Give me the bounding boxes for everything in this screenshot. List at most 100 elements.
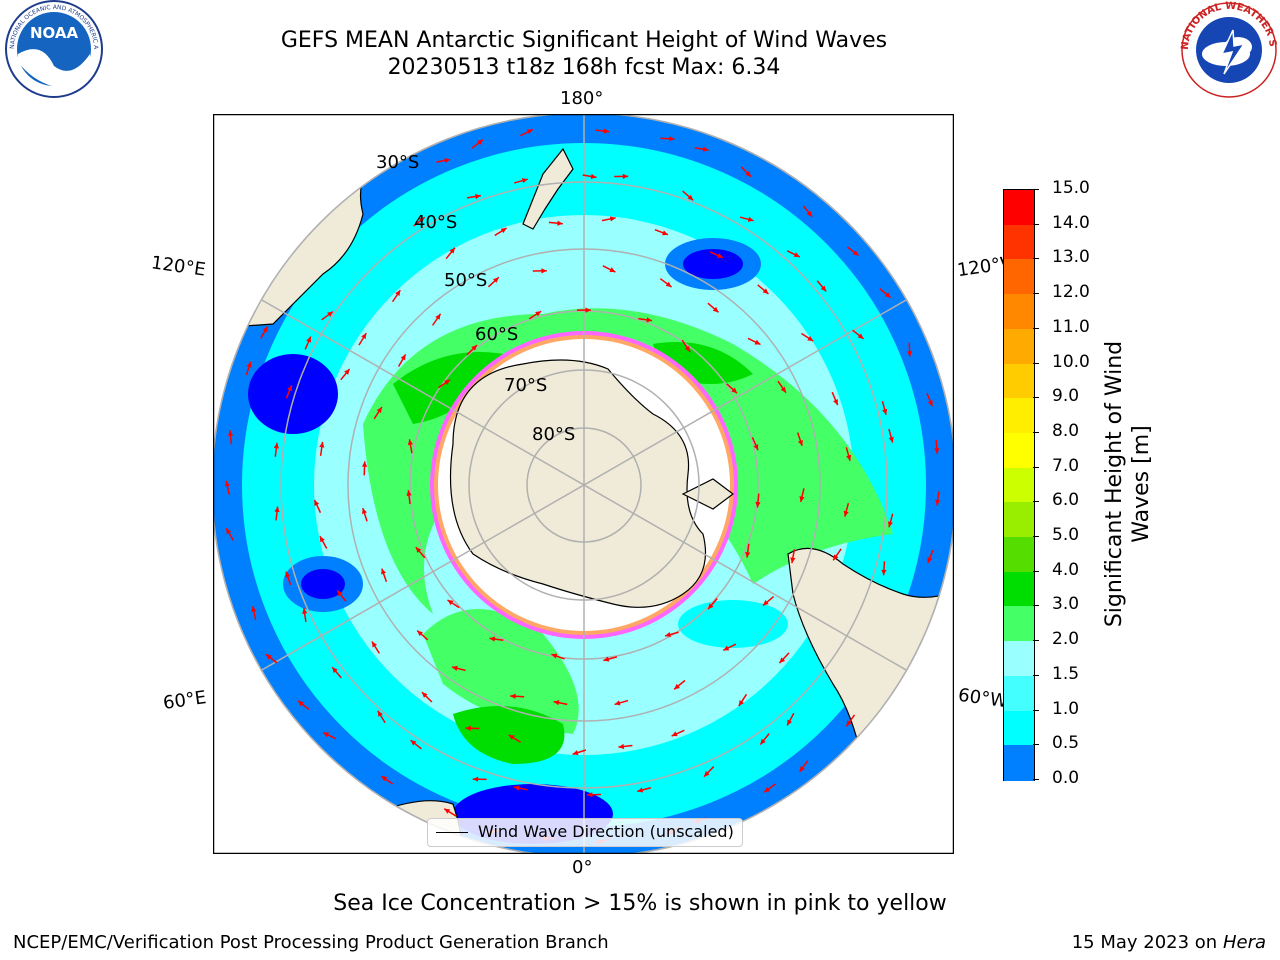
colorbar-tick-mark bbox=[1033, 605, 1039, 607]
wave-direction-arrowhead bbox=[745, 551, 751, 558]
colorbar-tick-label: 5.0 bbox=[1052, 525, 1080, 546]
wave-direction-arrowhead bbox=[935, 499, 941, 506]
wave-direction-arrowhead bbox=[477, 139, 484, 146]
colorbar-tick-label: 14.0 bbox=[1052, 212, 1090, 233]
wave-direction-arrowhead bbox=[843, 510, 849, 517]
wave-direction-arrowhead bbox=[927, 557, 933, 564]
wave-direction-arrowhead bbox=[927, 400, 933, 407]
colorbar-segment bbox=[1004, 190, 1034, 226]
wave-direction-arrowhead bbox=[881, 569, 887, 576]
colorbar-segment bbox=[1004, 432, 1034, 469]
antarctic-peninsula bbox=[681, 478, 734, 510]
wave-direction-arrowhead bbox=[799, 496, 805, 502]
wave-direction-arrowhead bbox=[314, 499, 320, 506]
noaa-logo: NOAA NATIONAL OCEANIC AND ATMOSPHERIC AD… bbox=[2, 0, 103, 98]
wave-direction-arrowhead bbox=[702, 146, 709, 152]
wave-direction-arrowhead bbox=[407, 439, 413, 446]
colorbar-tick-label: 12.0 bbox=[1052, 282, 1090, 303]
colorbar-segment bbox=[1004, 363, 1034, 399]
wave-direction-arrowhead bbox=[475, 193, 481, 200]
colorbar-tick-label: 3.0 bbox=[1052, 594, 1080, 615]
wave-direction-arrowhead bbox=[417, 630, 423, 637]
colorbar-tick-mark bbox=[1033, 709, 1039, 711]
wave-direction-arrowhead bbox=[535, 311, 542, 317]
wave-direction-arrowhead bbox=[500, 228, 507, 234]
wave-direction-arrowhead bbox=[687, 194, 694, 201]
wave-direction-arrowhead bbox=[793, 252, 800, 257]
footer-host: Hera bbox=[1222, 932, 1266, 953]
colorbar-segment bbox=[1004, 224, 1034, 260]
colorbar-segment bbox=[1004, 675, 1034, 712]
wave-direction-arrowhead bbox=[684, 345, 690, 352]
wave-direction-arrowhead bbox=[906, 351, 913, 357]
wave-direction-arrowhead bbox=[444, 379, 451, 385]
wave-direction-arrowhead bbox=[723, 645, 730, 651]
colorbar-tick-mark bbox=[1033, 466, 1039, 468]
legend-label: Wind Wave Direction (unscaled) bbox=[478, 822, 734, 841]
wave-direction-arrowhead bbox=[449, 247, 455, 254]
wave-direction-arrowhead bbox=[553, 700, 560, 706]
wave-direction-arrowhead bbox=[285, 571, 291, 578]
colorbar-label: Significant Height of Wind Waves [m] bbox=[1102, 340, 1154, 628]
colorbar-tick-label: 1.0 bbox=[1052, 698, 1080, 719]
sea-ice-note: Sea Ice Concentration > 15% is shown in … bbox=[333, 891, 947, 916]
colorbar-tick-mark bbox=[1033, 258, 1039, 260]
wave-direction-arrowhead bbox=[609, 267, 616, 273]
wave-direction-arrowhead bbox=[807, 335, 814, 342]
colorbar-tick-label: 9.0 bbox=[1052, 386, 1080, 407]
wave-direction-arrowhead bbox=[586, 792, 593, 798]
wave-direction-arrowhead bbox=[846, 454, 852, 461]
wave-direction-arrowhead bbox=[224, 480, 230, 487]
footer-date: 15 May 2023 on Hera bbox=[1072, 932, 1266, 953]
wave-direction-arrowhead bbox=[465, 725, 471, 731]
wave-direction-arrowhead bbox=[609, 216, 616, 222]
wave-direction-arrowhead bbox=[882, 408, 888, 415]
wave-direction-arrowhead bbox=[747, 216, 754, 222]
footer-date-text: 15 May 2023 on bbox=[1071, 932, 1218, 953]
wave-direction-arrowhead bbox=[716, 253, 723, 258]
wave-direction-arrowhead bbox=[833, 554, 839, 561]
wave-direction-arrowhead bbox=[637, 787, 644, 793]
polar-map bbox=[213, 114, 954, 854]
wave-direction-arrowhead bbox=[779, 657, 786, 664]
colorbar bbox=[1003, 189, 1035, 781]
wave-direction-arrowhead bbox=[665, 632, 671, 638]
wave-direction-arrowhead bbox=[852, 250, 859, 256]
wave-direction-arrowhead bbox=[521, 178, 528, 184]
wave-direction-arrowhead bbox=[934, 448, 940, 454]
wind-wave-arrows bbox=[224, 128, 941, 844]
map-legend: Wind Wave Direction (unscaled) bbox=[427, 818, 743, 847]
wave-direction-arrowhead bbox=[361, 508, 367, 515]
wave-direction-arrowhead bbox=[674, 683, 680, 690]
wave-direction-arrowhead bbox=[585, 307, 591, 313]
wave-direction-arrowhead bbox=[799, 765, 805, 772]
wave-direction-arrowhead bbox=[590, 173, 597, 180]
colorbar-segment bbox=[1004, 467, 1034, 503]
wave-direction-arrowhead bbox=[557, 220, 563, 226]
calm-patch bbox=[683, 249, 743, 279]
wave-direction-arrowhead bbox=[833, 399, 838, 406]
wave-direction-arrowhead bbox=[888, 436, 894, 443]
longitude-gridlines bbox=[213, 114, 954, 854]
wave-direction-arrowhead bbox=[731, 387, 738, 394]
new-zealand bbox=[522, 147, 574, 230]
colorbar-tick-label: 2.0 bbox=[1052, 629, 1080, 650]
wave-direction-arrowhead bbox=[790, 557, 796, 564]
wave-direction-arrowhead bbox=[415, 547, 422, 553]
lon-label-180: 180° bbox=[560, 88, 604, 109]
colorbar-tick-mark bbox=[1033, 536, 1039, 538]
wave-direction-arrowhead bbox=[572, 750, 579, 756]
wave-direction-arrowhead bbox=[510, 693, 516, 699]
colorbar-tick-label: 11.0 bbox=[1052, 316, 1090, 337]
wave-direction-arrowhead bbox=[472, 776, 479, 782]
colorbar-tick-mark bbox=[1033, 293, 1039, 295]
wave-direction-arrowhead bbox=[395, 290, 401, 297]
wave-direction-arrowhead bbox=[712, 306, 719, 313]
wave-patch bbox=[678, 600, 788, 648]
wave-direction-arrowhead bbox=[764, 786, 771, 793]
wave-direction-arrowhead bbox=[371, 641, 378, 648]
wave-direction-arrowhead bbox=[361, 333, 367, 340]
wave-direction-arrowhead bbox=[787, 719, 793, 726]
wave-direction-arrowhead bbox=[806, 210, 813, 217]
legend-line-sample bbox=[436, 832, 468, 833]
